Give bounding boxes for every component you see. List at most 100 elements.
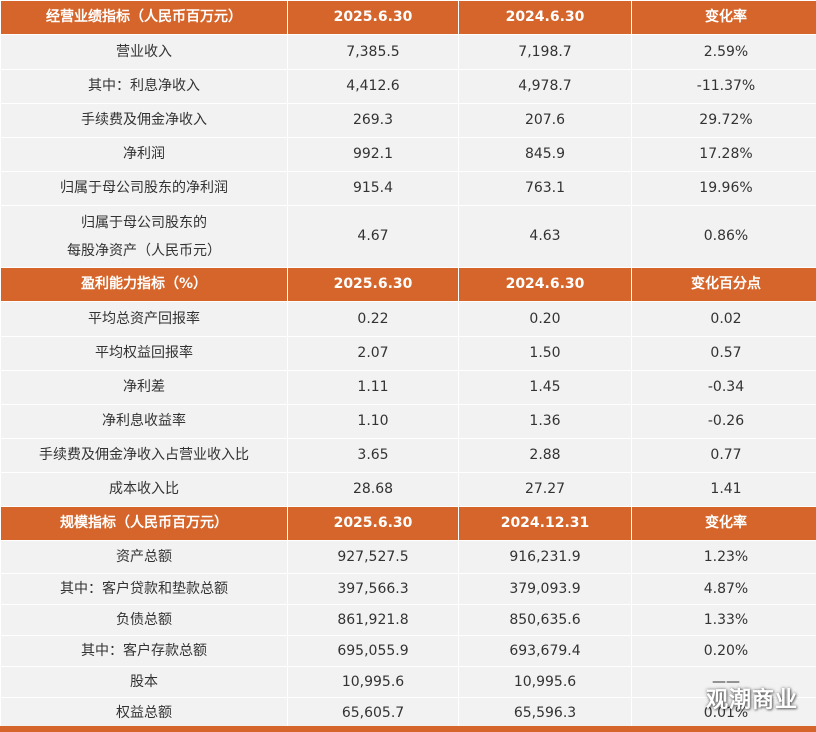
table-row: 股本 10,995.6 10,995.6 —— [0,666,816,698]
metric-value: 0.77 [631,438,816,473]
table-row: 净利差 1.11 1.45 -0.34 [0,370,816,405]
metric-value: 269.3 [287,103,459,138]
metric-label: 平均总资产回报率 [0,301,288,337]
metric-value: 1.11 [287,370,459,405]
metric-label: 其中：客户存款总额 [0,635,288,667]
metric-value: 1.33% [631,604,816,636]
metric-value: 1.45 [458,370,632,405]
metric-value: 695,055.9 [287,635,459,667]
metric-value: 7,198.7 [458,34,632,70]
metric-value: 207.6 [458,103,632,138]
metric-value: 4.67 [287,205,459,268]
metric-value: 0.22 [287,301,459,337]
metric-value: —— [631,666,816,698]
metric-value: 29.72% [631,103,816,138]
table-row: 资产总额 927,527.5 916,231.9 1.23% [0,540,816,574]
metric-value: 10,995.6 [458,666,632,698]
metric-value: 4,412.6 [287,69,459,104]
header-cell: 2024.6.30 [458,267,632,302]
header-cell: 变化率 [631,0,816,35]
metric-value: 2.59% [631,34,816,70]
table-row: 平均权益回报率 2.07 1.50 0.57 [0,336,816,371]
header-cell: 2025.6.30 [287,267,459,302]
table-row: 权益总额 65,605.7 65,596.3 0.01% [0,697,816,729]
label-line: 每股净资产（人民币元） [67,242,221,259]
table-row: 净利润 992.1 845.9 17.28% [0,137,816,172]
metric-value: 992.1 [287,137,459,172]
metric-value: 0.86% [631,205,816,268]
metric-value: -0.34 [631,370,816,405]
metric-value: 0.20 [458,301,632,337]
metric-value: 1.36 [458,404,632,439]
table-row: 营业收入 7,385.5 7,198.7 2.59% [0,34,816,70]
metric-value: 28.68 [287,472,459,507]
table-row: 成本收入比 28.68 27.27 1.41 [0,472,816,507]
metric-value: 17.28% [631,137,816,172]
section-header-row: 经营业绩指标（人民币百万元） 2025.6.30 2024.6.30 变化率 [0,0,816,35]
metric-label: 手续费及佣金净收入占营业收入比 [0,438,288,473]
metric-value: 1.41 [631,472,816,507]
metric-label: 营业收入 [0,34,288,70]
table-row: 平均总资产回报率 0.22 0.20 0.02 [0,301,816,337]
header-cell: 变化率 [631,506,816,541]
watermark: 观潮商业 [705,688,798,713]
metric-value: 763.1 [458,171,632,206]
metric-value: 0.01% [631,697,816,729]
metric-label: 权益总额 [0,697,288,729]
label-line: 归属于母公司股东的 [81,214,207,231]
metric-label: 净利息收益率 [0,404,288,439]
metric-value: 0.20% [631,635,816,667]
header-cell: 2024.6.30 [458,0,632,35]
header-cell: 2025.6.30 [287,506,459,541]
metric-value: 65,605.7 [287,697,459,729]
header-cell: 变化百分点 [631,267,816,302]
metric-value: 845.9 [458,137,632,172]
metric-value: 1.23% [631,540,816,574]
header-cell: 经营业绩指标（人民币百万元） [0,0,288,35]
metric-label: 净利润 [0,137,288,172]
metric-label: 成本收入比 [0,472,288,507]
table-row: 净利息收益率 1.10 1.36 -0.26 [0,404,816,439]
metric-value: 916,231.9 [458,540,632,574]
table-row: 其中：客户存款总额 695,055.9 693,679.4 0.20% [0,635,816,667]
metric-value: 7,385.5 [287,34,459,70]
table-row: 其中：客户贷款和垫款总额 397,566.3 379,093.9 4.87% [0,573,816,605]
table-row: 其中：利息净收入 4,412.6 4,978.7 -11.37% [0,69,816,104]
table-row: 归属于母公司股东的净利润 915.4 763.1 19.96% [0,171,816,206]
metric-label: 归属于母公司股东的净利润 [0,171,288,206]
bottom-bar [0,726,816,732]
metric-value: 1.50 [458,336,632,371]
metric-value: 1.10 [287,404,459,439]
metric-value: 379,093.9 [458,573,632,605]
metric-value: 10,995.6 [287,666,459,698]
metric-value: 19.96% [631,171,816,206]
metric-label: 资产总额 [0,540,288,574]
metric-value: 4.87% [631,573,816,605]
metric-label: 股本 [0,666,288,698]
table-row: 负债总额 861,921.8 850,635.6 1.33% [0,604,816,636]
metric-label: 负债总额 [0,604,288,636]
metric-value: 397,566.3 [287,573,459,605]
metric-value: -0.26 [631,404,816,439]
metric-value: 27.27 [458,472,632,507]
metric-value: 0.57 [631,336,816,371]
metric-value: 65,596.3 [458,697,632,729]
metric-value: 2.07 [287,336,459,371]
metric-value: 0.02 [631,301,816,337]
metric-value: 3.65 [287,438,459,473]
table-row: 手续费及佣金净收入占营业收入比 3.65 2.88 0.77 [0,438,816,473]
section-header-row: 规模指标（人民币百万元） 2025.6.30 2024.12.31 变化率 [0,506,816,541]
table-row: 归属于母公司股东的 每股净资产（人民币元） 4.67 4.63 0.86% [0,205,816,268]
section-header-row: 盈利能力指标（%） 2025.6.30 2024.6.30 变化百分点 [0,267,816,302]
metric-label: 平均权益回报率 [0,336,288,371]
header-cell: 2025.6.30 [287,0,459,35]
metric-value: 927,527.5 [287,540,459,574]
metric-label: 净利差 [0,370,288,405]
metric-label: 归属于母公司股东的 每股净资产（人民币元） [0,205,288,268]
metric-label: 手续费及佣金净收入 [0,103,288,138]
header-cell: 2024.12.31 [458,506,632,541]
metric-label: 其中：客户贷款和垫款总额 [0,573,288,605]
header-cell: 规模指标（人民币百万元） [0,506,288,541]
